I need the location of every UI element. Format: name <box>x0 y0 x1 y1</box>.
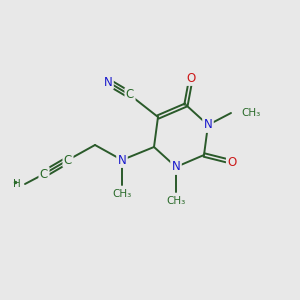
Text: C: C <box>126 88 134 101</box>
Text: N: N <box>103 76 112 88</box>
Text: CH₃: CH₃ <box>167 196 186 206</box>
Text: C: C <box>40 167 48 181</box>
Text: O: O <box>186 71 196 85</box>
Text: CH₃: CH₃ <box>112 189 132 199</box>
Text: O: O <box>227 155 237 169</box>
Text: H: H <box>13 179 21 189</box>
Text: N: N <box>204 118 212 131</box>
Text: N: N <box>172 160 180 173</box>
Text: N: N <box>118 154 126 166</box>
Text: C: C <box>64 154 72 166</box>
Text: CH₃: CH₃ <box>241 108 260 118</box>
